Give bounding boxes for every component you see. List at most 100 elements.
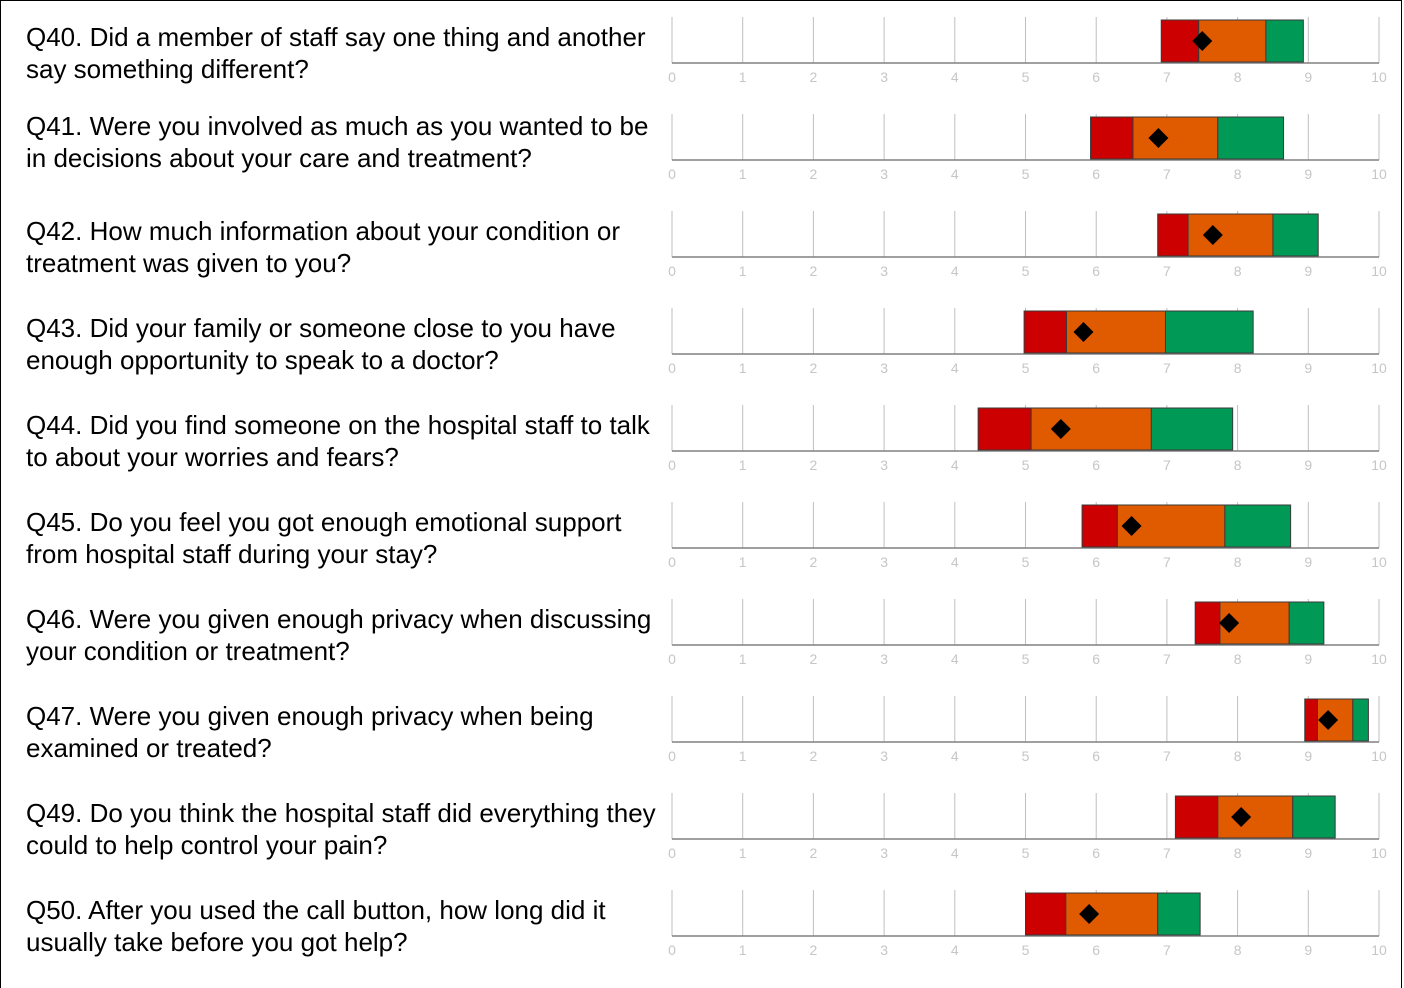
- tick-label: 10: [1371, 748, 1387, 764]
- high-range-bar: [1272, 213, 1319, 257]
- tick-label: 9: [1304, 554, 1312, 570]
- score-marker: [1073, 322, 1094, 342]
- question-label: Q47. Were you given enough privacy when …: [26, 701, 594, 763]
- low-range-bar: [1157, 213, 1189, 257]
- high-range-bar: [1292, 795, 1336, 839]
- tick-label: 1: [739, 69, 747, 85]
- tick-label: 6: [1092, 748, 1100, 764]
- question-label: Q41. Were you involved as much as you wa…: [26, 111, 649, 173]
- high-range-bar: [1157, 892, 1201, 936]
- question-row: Q43. Did your family or someone close to…: [1, 292, 1401, 389]
- tick-label: 3: [880, 457, 888, 473]
- question-row: Q45. Do you feel you got enough emotiona…: [1, 486, 1401, 583]
- tick-label: 5: [1022, 69, 1030, 85]
- tick-label: 10: [1371, 69, 1387, 85]
- question-row: Q47. Were you given enough privacy when …: [1, 680, 1401, 777]
- tick-label: 4: [951, 748, 959, 764]
- score-marker: [1318, 710, 1339, 730]
- score-marker: [1121, 516, 1142, 536]
- tick-label: 8: [1234, 748, 1242, 764]
- tick-label: 7: [1163, 845, 1171, 861]
- question-label: Q43. Did your family or someone close to…: [26, 313, 616, 375]
- tick-label: 9: [1304, 166, 1312, 182]
- tick-label: 1: [739, 554, 747, 570]
- tick-label: 6: [1092, 263, 1100, 279]
- tick-label: 6: [1092, 554, 1100, 570]
- high-range-bar: [1217, 116, 1285, 160]
- tick-label: 3: [880, 360, 888, 376]
- low-range-bar: [1023, 310, 1068, 354]
- mid-range-bar: [1187, 213, 1274, 257]
- tick-label: 9: [1304, 748, 1312, 764]
- tick-label: 10: [1371, 166, 1387, 182]
- tick-label: 7: [1163, 748, 1171, 764]
- tick-label: 3: [880, 69, 888, 85]
- tick-label: 1: [739, 263, 747, 279]
- tick-label: 2: [810, 360, 818, 376]
- tick-label: 0: [668, 69, 676, 85]
- tick-label: 4: [951, 554, 959, 570]
- tick-label: 8: [1234, 69, 1242, 85]
- low-range-bar: [1194, 601, 1221, 645]
- tick-label: 3: [880, 651, 888, 667]
- tick-label: 9: [1304, 942, 1312, 958]
- question-score-chart: 0 1 2 3 4 5 6 7 8 9 10: [668, 405, 1387, 473]
- tick-label: 1: [739, 748, 747, 764]
- score-marker: [1079, 904, 1100, 924]
- low-range-bar: [977, 407, 1032, 451]
- tick-label: 9: [1304, 360, 1312, 376]
- tick-label: 2: [810, 166, 818, 182]
- tick-label: 5: [1022, 942, 1030, 958]
- tick-label: 4: [951, 360, 959, 376]
- tick-label: 8: [1234, 360, 1242, 376]
- high-range-bar: [1288, 601, 1325, 645]
- question-score-chart: 0 1 2 3 4 5 6 7 8 9 10: [668, 308, 1387, 376]
- question-row: Q49. Do you think the hospital staff did…: [1, 777, 1401, 874]
- tick-label: 7: [1163, 69, 1171, 85]
- score-marker: [1192, 31, 1213, 51]
- tick-label: 2: [810, 69, 818, 85]
- tick-label: 5: [1022, 748, 1030, 764]
- tick-label: 6: [1092, 845, 1100, 861]
- tick-label: 4: [951, 263, 959, 279]
- question-label: Q46. Were you given enough privacy when …: [26, 604, 652, 666]
- tick-label: 5: [1022, 651, 1030, 667]
- tick-label: 6: [1092, 166, 1100, 182]
- tick-label: 2: [810, 263, 818, 279]
- tick-label: 8: [1234, 457, 1242, 473]
- high-range-bar: [1265, 19, 1304, 63]
- tick-label: 5: [1022, 360, 1030, 376]
- tick-label: 8: [1234, 942, 1242, 958]
- tick-label: 9: [1304, 457, 1312, 473]
- tick-label: 2: [810, 554, 818, 570]
- question-row: Q50. After you used the call button, how…: [1, 874, 1401, 971]
- tick-label: 7: [1163, 942, 1171, 958]
- tick-label: 0: [668, 748, 676, 764]
- tick-label: 4: [951, 845, 959, 861]
- tick-label: 2: [810, 748, 818, 764]
- tick-label: 7: [1163, 360, 1171, 376]
- tick-label: 10: [1371, 942, 1387, 958]
- high-range-bar: [1164, 310, 1254, 354]
- tick-label: 0: [668, 554, 676, 570]
- low-range-bar: [1090, 116, 1134, 160]
- low-range-bar: [1025, 892, 1067, 936]
- question-row: Q41. Were you involved as much as you wa…: [1, 98, 1401, 195]
- tick-label: 2: [810, 845, 818, 861]
- question-score-chart: 0 1 2 3 4 5 6 7 8 9 10: [668, 502, 1387, 570]
- high-range-bar: [1150, 407, 1234, 451]
- low-range-bar: [1304, 698, 1318, 742]
- tick-label: 3: [880, 554, 888, 570]
- question-label: Q42. How much information about your con…: [26, 216, 620, 278]
- tick-label: 0: [668, 942, 676, 958]
- mid-range-bar: [1132, 116, 1219, 160]
- tick-label: 7: [1163, 166, 1171, 182]
- question-row: Q44. Did you find someone on the hospita…: [1, 389, 1401, 486]
- tick-label: 5: [1022, 263, 1030, 279]
- question-label: Q49. Do you think the hospital staff did…: [26, 798, 656, 860]
- tick-label: 10: [1371, 263, 1387, 279]
- tick-label: 5: [1022, 845, 1030, 861]
- tick-label: 6: [1092, 457, 1100, 473]
- tick-label: 1: [739, 457, 747, 473]
